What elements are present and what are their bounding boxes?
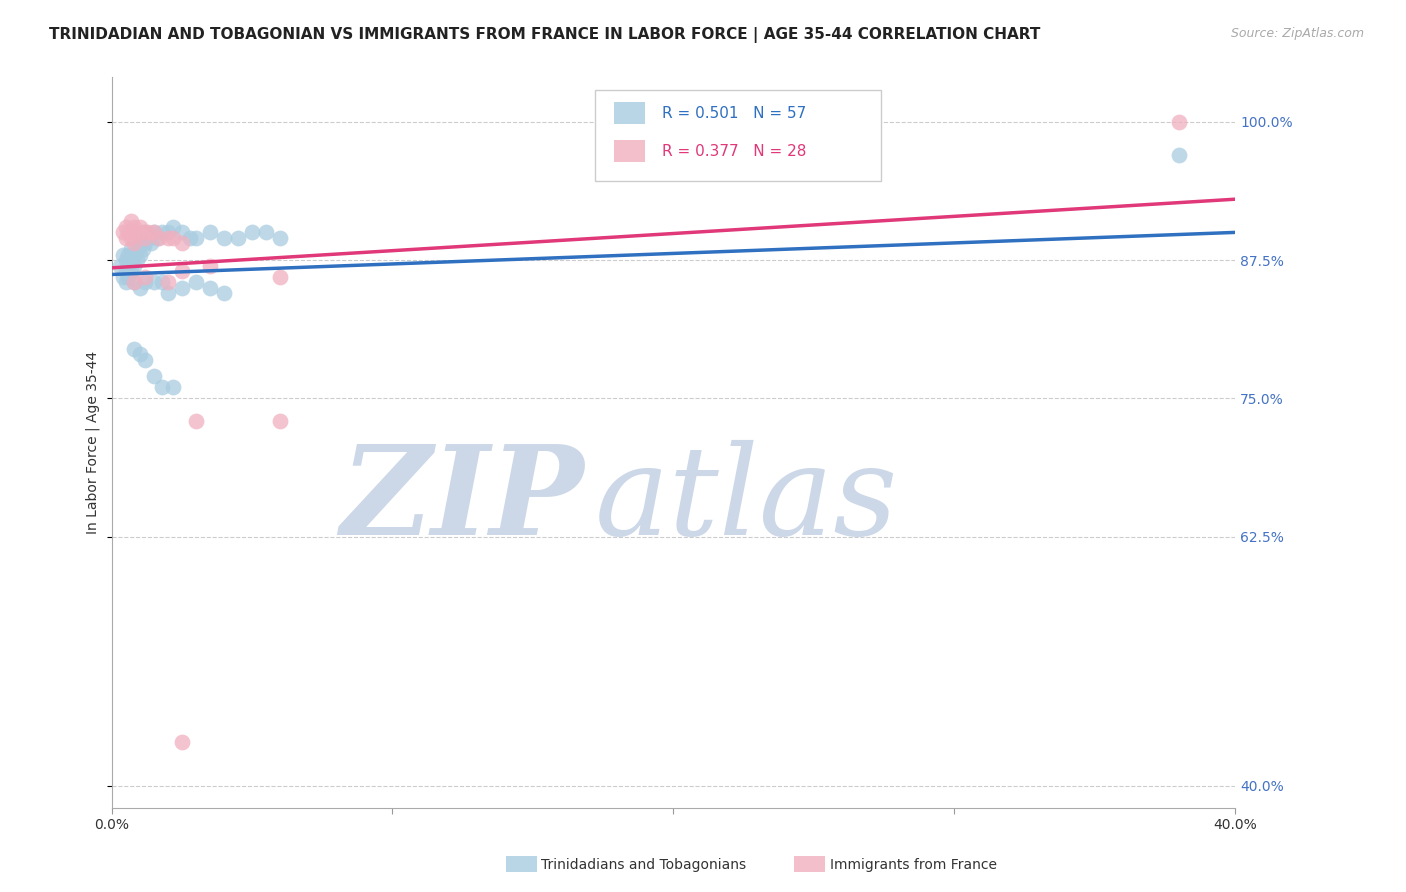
Point bbox=[136, 231, 159, 245]
Point bbox=[184, 275, 207, 289]
Point bbox=[125, 242, 148, 256]
Point bbox=[122, 247, 145, 261]
Point bbox=[139, 236, 162, 251]
Point bbox=[134, 275, 156, 289]
Point bbox=[122, 342, 145, 356]
Point bbox=[170, 281, 193, 295]
Point bbox=[114, 219, 136, 234]
Point bbox=[122, 259, 145, 273]
Point bbox=[145, 231, 167, 245]
Y-axis label: In Labor Force | Age 35-44: In Labor Force | Age 35-44 bbox=[86, 351, 100, 534]
FancyBboxPatch shape bbox=[614, 103, 645, 124]
Point bbox=[198, 281, 221, 295]
Point bbox=[134, 352, 156, 367]
Point bbox=[156, 275, 179, 289]
Point bbox=[179, 231, 201, 245]
Point bbox=[117, 226, 139, 240]
Text: TRINIDADIAN AND TOBAGONIAN VS IMMIGRANTS FROM FRANCE IN LABOR FORCE | AGE 35-44 : TRINIDADIAN AND TOBAGONIAN VS IMMIGRANTS… bbox=[49, 27, 1040, 43]
Point bbox=[156, 226, 179, 240]
Point bbox=[117, 259, 139, 273]
Point bbox=[131, 231, 153, 245]
Point bbox=[114, 264, 136, 278]
Text: Trinidadians and Tobagonians: Trinidadians and Tobagonians bbox=[541, 858, 747, 872]
Point bbox=[170, 734, 193, 748]
Point bbox=[170, 226, 193, 240]
Point bbox=[128, 219, 150, 234]
Point bbox=[120, 214, 142, 228]
Text: Immigrants from France: Immigrants from France bbox=[830, 858, 997, 872]
Point bbox=[111, 226, 134, 240]
Point bbox=[240, 226, 263, 240]
Point bbox=[122, 275, 145, 289]
Point bbox=[111, 247, 134, 261]
Point bbox=[212, 231, 235, 245]
Point bbox=[131, 226, 153, 240]
Point bbox=[150, 380, 173, 394]
Point bbox=[108, 259, 131, 273]
Point bbox=[122, 275, 145, 289]
Point bbox=[134, 236, 156, 251]
Point bbox=[184, 413, 207, 427]
Text: atlas: atlas bbox=[595, 441, 898, 562]
Point bbox=[120, 264, 142, 278]
Point bbox=[120, 231, 142, 245]
Point bbox=[114, 231, 136, 245]
Point bbox=[117, 247, 139, 261]
FancyBboxPatch shape bbox=[595, 90, 882, 181]
Point bbox=[125, 226, 148, 240]
Point bbox=[128, 247, 150, 261]
Point bbox=[226, 231, 249, 245]
Point bbox=[136, 226, 159, 240]
Point bbox=[120, 242, 142, 256]
Text: R = 0.501   N = 57: R = 0.501 N = 57 bbox=[662, 106, 807, 120]
Point bbox=[170, 236, 193, 251]
Point bbox=[198, 226, 221, 240]
Point bbox=[269, 413, 291, 427]
Point bbox=[134, 231, 156, 245]
Point bbox=[156, 286, 179, 301]
Text: R = 0.377   N = 28: R = 0.377 N = 28 bbox=[662, 144, 807, 159]
Point bbox=[162, 231, 184, 245]
FancyBboxPatch shape bbox=[614, 140, 645, 162]
Text: Source: ZipAtlas.com: Source: ZipAtlas.com bbox=[1230, 27, 1364, 40]
Point bbox=[170, 264, 193, 278]
Point bbox=[125, 253, 148, 268]
Point bbox=[142, 369, 165, 384]
Point bbox=[269, 231, 291, 245]
Point bbox=[134, 269, 156, 284]
Point bbox=[254, 226, 277, 240]
Point bbox=[148, 231, 170, 245]
Point bbox=[803, 153, 825, 168]
Point bbox=[269, 269, 291, 284]
Point bbox=[150, 275, 173, 289]
Point bbox=[1167, 148, 1189, 162]
Point bbox=[134, 226, 156, 240]
Point bbox=[212, 286, 235, 301]
Point bbox=[184, 231, 207, 245]
Point bbox=[156, 231, 179, 245]
Point bbox=[150, 226, 173, 240]
Point bbox=[128, 236, 150, 251]
Point bbox=[162, 380, 184, 394]
Point bbox=[114, 253, 136, 268]
Point bbox=[117, 269, 139, 284]
Text: ZIP: ZIP bbox=[340, 441, 583, 562]
Point bbox=[162, 219, 184, 234]
Point bbox=[128, 281, 150, 295]
Point bbox=[142, 226, 165, 240]
Point bbox=[128, 347, 150, 361]
Point bbox=[198, 259, 221, 273]
Point bbox=[142, 275, 165, 289]
Point bbox=[111, 269, 134, 284]
Point bbox=[131, 242, 153, 256]
Point bbox=[142, 226, 165, 240]
Point bbox=[1167, 114, 1189, 128]
Point bbox=[120, 253, 142, 268]
Point bbox=[122, 236, 145, 251]
Point bbox=[114, 275, 136, 289]
Point bbox=[122, 219, 145, 234]
